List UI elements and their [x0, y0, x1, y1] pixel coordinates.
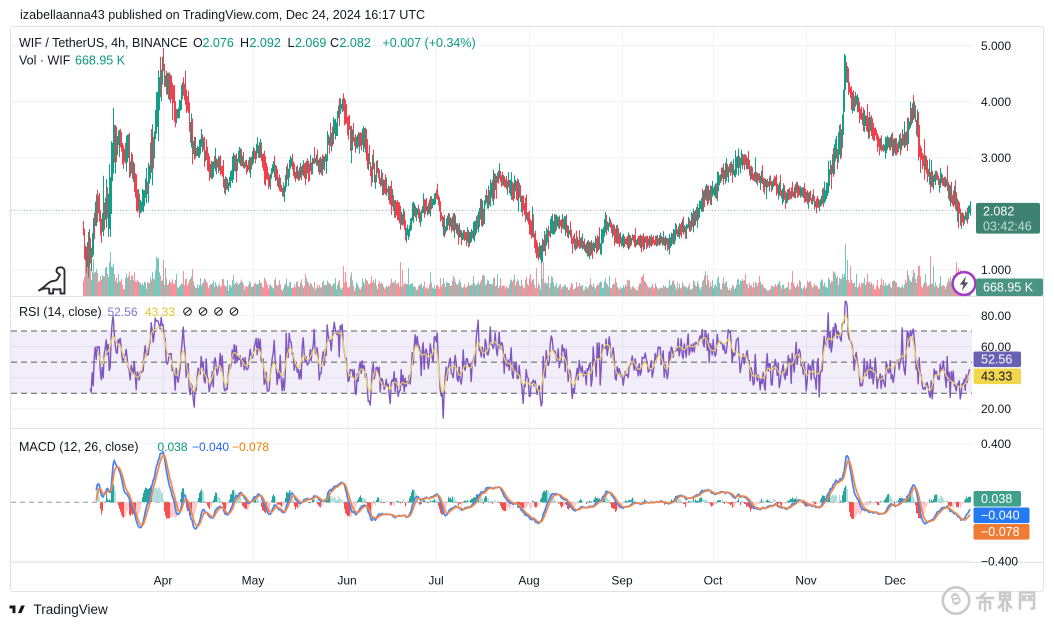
- svg-text:−0.078: −0.078: [981, 525, 1020, 539]
- svg-text:L: L: [288, 36, 295, 50]
- svg-text:C: C: [330, 36, 339, 50]
- svg-text:20.00: 20.00: [981, 402, 1011, 416]
- svg-text:43.33: 43.33: [981, 370, 1012, 384]
- svg-text:−0.400: −0.400: [981, 554, 1018, 568]
- svg-text:−0.040: −0.040: [981, 509, 1020, 523]
- svg-text:May: May: [242, 574, 265, 588]
- svg-text:03:42:46: 03:42:46: [983, 219, 1032, 233]
- svg-text:Aug: Aug: [518, 574, 539, 588]
- svg-text:2.082: 2.082: [983, 205, 1014, 219]
- svg-text:TradingView: TradingView: [34, 602, 109, 617]
- svg-text:3.000: 3.000: [981, 151, 1011, 165]
- svg-text:52.56: 52.56: [108, 305, 138, 319]
- svg-text:Oct: Oct: [704, 574, 723, 588]
- svg-text:4.000: 4.000: [981, 95, 1011, 109]
- svg-text:2.069: 2.069: [295, 36, 326, 50]
- svg-text:1.000: 1.000: [981, 263, 1011, 277]
- svg-text:Apr: Apr: [154, 574, 173, 588]
- svg-text:MACD (12, 26, close): MACD (12, 26, close): [19, 440, 138, 454]
- svg-text:WIF / TetherUS, 4h, BINANCE: WIF / TetherUS, 4h, BINANCE: [19, 36, 188, 50]
- svg-text:2.082: 2.082: [340, 36, 371, 50]
- svg-text:0.038: 0.038: [158, 440, 188, 454]
- svg-text:668.95 K: 668.95 K: [75, 54, 126, 68]
- svg-text:43.33: 43.33: [145, 305, 175, 319]
- svg-text:668.95 K: 668.95 K: [983, 281, 1034, 295]
- svg-text:−0.078: −0.078: [232, 440, 269, 454]
- svg-text:H: H: [240, 36, 249, 50]
- svg-text:2.092: 2.092: [250, 36, 281, 50]
- svg-text:RSI (14, close): RSI (14, close): [19, 305, 102, 319]
- svg-text:Jun: Jun: [337, 574, 356, 588]
- svg-text:Jul: Jul: [428, 574, 443, 588]
- svg-text:O: O: [193, 36, 203, 50]
- svg-text:0.400: 0.400: [981, 437, 1011, 451]
- svg-text:Vol · WIF: Vol · WIF: [19, 54, 71, 68]
- svg-text:52.56: 52.56: [981, 353, 1012, 367]
- svg-text:0.038: 0.038: [981, 492, 1012, 506]
- svg-text:izabellaanna43 published on Tr: izabellaanna43 published on TradingView.…: [20, 8, 425, 22]
- svg-text:2.076: 2.076: [203, 36, 234, 50]
- svg-text:80.00: 80.00: [981, 309, 1011, 323]
- svg-text:Nov: Nov: [795, 574, 816, 588]
- svg-text:Dec: Dec: [884, 574, 905, 588]
- svg-text:Sep: Sep: [611, 574, 633, 588]
- svg-text:−0.040: −0.040: [192, 440, 229, 454]
- svg-text:60.00: 60.00: [981, 340, 1011, 354]
- svg-text:+0.007 (+0.34%): +0.007 (+0.34%): [383, 36, 476, 50]
- svg-text:5.000: 5.000: [981, 39, 1011, 53]
